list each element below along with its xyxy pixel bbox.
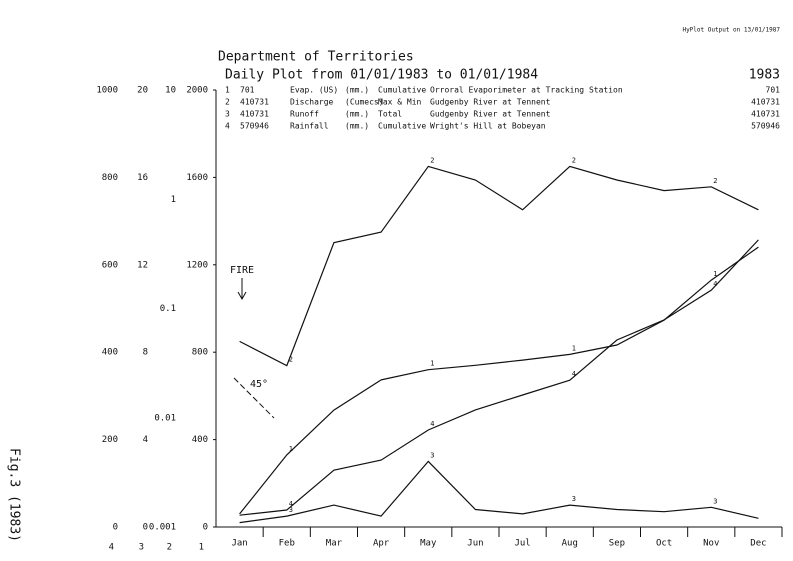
annotation: 45° xyxy=(250,379,268,390)
x-tick-label: Oct xyxy=(656,539,672,549)
y-tick-label: 800 xyxy=(192,348,208,358)
output-note: HyPlot Output on 13/01/1987 xyxy=(682,27,780,34)
y-tick-label: 8 xyxy=(143,348,148,358)
series-line xyxy=(239,246,759,515)
x-tick-label: Jul xyxy=(514,539,530,549)
legend-cell: 4 xyxy=(225,122,230,131)
series-marker: 1 xyxy=(572,344,576,352)
series-line xyxy=(239,239,759,516)
axis-label: 1 xyxy=(199,543,204,553)
y-tick-label: 10 xyxy=(165,86,176,96)
y-tick-label: 1000 xyxy=(96,86,118,96)
series-marker: 4 xyxy=(430,420,434,428)
legend-cell: Cumulative xyxy=(378,86,426,95)
y-tick-label: 0 xyxy=(203,523,208,533)
y-tick-label: 400 xyxy=(102,348,118,358)
y-tick-label: 0.1 xyxy=(160,304,176,314)
legend-cell: Orroral Evaporimeter at Tracking Station xyxy=(430,86,623,95)
year: 1983 xyxy=(749,68,780,83)
legend-cell: Gudgenby River at Tennent xyxy=(430,98,551,107)
y-tick-label: 2000 xyxy=(186,86,208,96)
y-tick-label: 1600 xyxy=(186,173,208,183)
legend-cell: 3 xyxy=(225,110,230,119)
series-marker: 1 xyxy=(289,445,293,453)
y-tick-label: 800 xyxy=(102,173,118,183)
legend-cell: Discharge xyxy=(290,98,334,107)
y-tick-label: 0.01 xyxy=(154,413,176,423)
series-line xyxy=(239,165,759,367)
y-tick-label: 20 xyxy=(137,86,148,96)
legend-cell: 410731 xyxy=(240,110,269,119)
axis-label: 4 xyxy=(109,543,114,553)
x-tick-label: Nov xyxy=(703,539,719,549)
figure-label: Fig.3 (1983) xyxy=(7,448,22,542)
x-tick-label: Dec xyxy=(750,539,766,549)
axis-label: 3 xyxy=(139,543,144,553)
legend-cell: 2 xyxy=(225,98,230,107)
legend-cell: Wright's Hill at Bobeyan xyxy=(430,122,546,131)
x-tick-label: Jan xyxy=(231,539,247,549)
series-marker: 3 xyxy=(713,497,717,505)
legend-cell: (Cumecs) xyxy=(345,98,384,107)
series-marker: 1 xyxy=(713,270,717,278)
legend-cell: 701 xyxy=(240,86,255,95)
legend-cell: 1 xyxy=(225,86,230,95)
legend-cell: (mm.) xyxy=(345,122,369,131)
series-line xyxy=(239,460,759,524)
series-marker: 4 xyxy=(713,280,717,288)
annotation: FIRE xyxy=(230,265,254,276)
series-marker: 1 xyxy=(430,360,434,368)
legend-cell: Runoff xyxy=(290,110,319,119)
axis-label: 2 xyxy=(167,543,172,553)
legend-cell: Total xyxy=(378,110,402,119)
series-marker: 3 xyxy=(289,506,293,514)
y-tick-label: 0 xyxy=(143,523,148,533)
series-marker: 4 xyxy=(289,500,293,508)
legend-cell: Rainfall xyxy=(290,122,329,131)
legend-cell: 410731 xyxy=(240,98,269,107)
y-tick-label: 1 xyxy=(171,195,176,205)
series-marker: 3 xyxy=(572,495,576,503)
legend-cell: 410731 xyxy=(751,98,780,107)
slope-line xyxy=(233,377,275,419)
legend-cell: 570946 xyxy=(240,122,269,131)
x-tick-label: Apr xyxy=(373,539,390,549)
legend-cell: 410731 xyxy=(751,110,780,119)
y-tick-label: 12 xyxy=(137,260,148,270)
x-tick-label: Feb xyxy=(279,539,295,549)
chart-title: Department of Territories xyxy=(218,50,414,65)
y-tick-label: 16 xyxy=(137,173,148,183)
y-tick-label: 4 xyxy=(143,435,148,445)
legend-cell: (mm.) xyxy=(345,110,369,119)
y-tick-label: 1200 xyxy=(186,260,208,270)
series-marker: 2 xyxy=(713,177,717,185)
x-tick-label: Mar xyxy=(326,539,343,549)
y-tick-label: 400 xyxy=(192,435,208,445)
y-tick-label: 0.001 xyxy=(149,523,176,533)
y-tick-label: 200 xyxy=(102,435,118,445)
y-tick-label: 0 xyxy=(113,523,118,533)
x-tick-label: Sep xyxy=(609,539,625,549)
series-marker: 4 xyxy=(572,370,576,378)
y-tick-label: 600 xyxy=(102,260,118,270)
series-marker: 2 xyxy=(572,156,576,164)
legend-cell: (mm.) xyxy=(345,86,369,95)
fire-arrowhead xyxy=(237,291,247,301)
x-tick-label: Aug xyxy=(562,539,578,549)
legend: 1 701 Evap. (US) (mm.) Cumulative Orroral Eva… xyxy=(225,86,780,131)
legend-cell: 570946 xyxy=(751,122,780,131)
legend-cell: Gudgenby River at Tennent xyxy=(430,110,551,119)
x-tick-label: Jun xyxy=(467,539,483,549)
legend-cell: 701 xyxy=(766,86,781,95)
legend-cell: Max & Min xyxy=(378,98,422,107)
chart-subtitle: Daily Plot from 01/01/1983 to 01/01/1984 xyxy=(225,68,538,83)
legend-cell: Cumulative xyxy=(378,122,426,131)
legend-cell: Evap. (US) xyxy=(290,86,338,95)
series-marker: 3 xyxy=(430,451,434,459)
x-tick-label: May xyxy=(420,539,437,549)
series-marker: 2 xyxy=(430,156,434,164)
series-marker: 2 xyxy=(289,356,293,364)
